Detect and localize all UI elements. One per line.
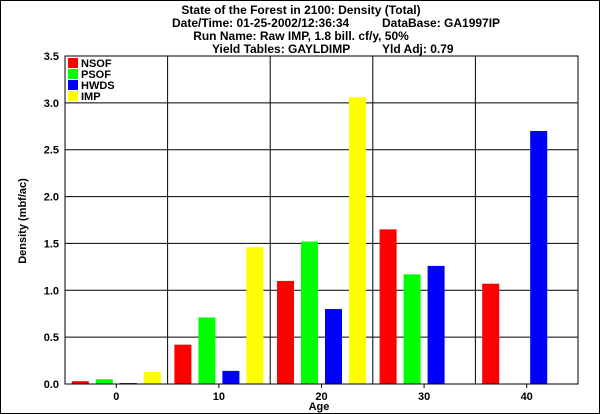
legend-swatch-hwds (68, 80, 78, 90)
bar-nsof-30 (379, 229, 397, 384)
bar-nsof-10 (174, 344, 192, 384)
legend-swatch-psof (68, 69, 78, 79)
axes (64, 55, 579, 388)
bar-psof-0 (95, 379, 113, 384)
bar-hwds-30 (427, 265, 445, 384)
y-tick-label: 1.5 (44, 238, 59, 250)
bars (71, 97, 548, 384)
y-tick-label: 1.0 (44, 285, 59, 297)
legend-swatch-imp (68, 91, 78, 101)
x-axis-label: Age (309, 401, 330, 413)
run-name-label: Run Name: Raw IMP, 1.8 bill. cf/y, 50% (193, 29, 409, 43)
y-tick-label: 2.5 (44, 145, 59, 157)
bar-psof-20 (301, 241, 318, 384)
bar-imp-0 (143, 371, 161, 384)
grid-lines (65, 55, 578, 385)
x-tick-label: 10 (213, 391, 225, 403)
bar-hwds-40 (530, 130, 548, 384)
y-tick-label: 3.0 (44, 98, 59, 110)
chart-title: State of the Forest in 2100: Density (To… (181, 3, 420, 17)
bar-hwds-10 (222, 370, 240, 384)
bar-hwds-20 (325, 309, 342, 384)
yld-adj-label: Yld Adj: 0.79 (382, 42, 454, 56)
x-tick-label: 0 (113, 391, 119, 403)
x-tick-label: 40 (521, 391, 533, 403)
legend-label-nsof: NSOF (81, 58, 112, 70)
bar-imp-10 (246, 247, 264, 384)
y-axis-label: Density (mbf/ac) (17, 178, 29, 264)
x-tick-label: 30 (418, 391, 430, 403)
bar-nsof-20 (277, 280, 294, 384)
bar-nsof-40 (482, 283, 500, 384)
legend-label-hwds: HWDS (81, 80, 115, 92)
datetime-label: Date/Time: 01-25-2002/12:36:34 (172, 16, 350, 30)
y-tick-label: 3.5 (44, 51, 59, 63)
bar-psof-10 (198, 317, 216, 384)
y-tick-label: 0.5 (44, 332, 59, 344)
bar-imp-20 (349, 97, 366, 384)
y-tick-label: 0.0 (44, 379, 59, 391)
legend-swatch-nsof (68, 58, 78, 68)
chart-header: State of the Forest in 2100: Density (To… (172, 3, 500, 56)
x-tick-label: 20 (315, 391, 327, 403)
bar-psof-30 (403, 274, 421, 384)
bar-nsof-0 (71, 381, 89, 384)
tick-labels: 0.0 0.5 1.0 1.5 2.0 2.5 3.0 3.5 0 10 20 30 40 (44, 51, 533, 403)
plot-border (64, 55, 579, 385)
legend-label-imp: IMP (81, 91, 101, 103)
database-label: DataBase: GA1997IP (382, 16, 500, 30)
legend-label-psof: PSOF (81, 69, 111, 81)
y-tick-label: 2.0 (44, 192, 59, 204)
yield-tables-label: Yield Tables: GAYLDIMP (212, 42, 350, 56)
